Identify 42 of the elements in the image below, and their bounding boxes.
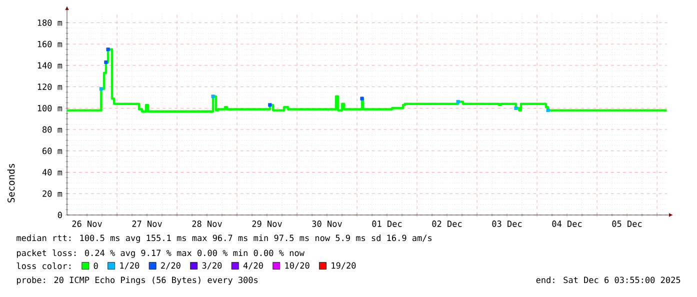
text: probe: 20 ICMP Echo Pings (56 Bytes) every 300s xyxy=(16,276,258,285)
legend-label: 19/20 xyxy=(332,262,356,270)
y-tick-label: 0 xyxy=(58,212,62,218)
legend-label: 4/20 xyxy=(243,262,263,270)
y-tick-label: 80 m xyxy=(42,126,62,133)
x-tick-label: 03 Dec xyxy=(492,220,522,227)
legend-label: 2/20 xyxy=(161,262,180,270)
point xyxy=(546,108,550,112)
x-tick-label: 29 Nov xyxy=(252,220,282,227)
y-axis-title: Seconds xyxy=(7,164,15,202)
x-tick-label: 02 Dec xyxy=(432,220,462,227)
text: packet loss: 0.24 % avg 9.17 % max 0.00 % min 0.00 % now xyxy=(16,250,304,258)
legend-label: 10/20 xyxy=(285,262,310,270)
text: end: Sat Dec 6 03:55:00 2025 xyxy=(536,276,680,284)
point xyxy=(268,103,272,107)
y-tick-label: 40 m xyxy=(42,169,62,176)
x-tick-label: 04 Dec xyxy=(552,220,582,227)
y-tick-label: 160 m xyxy=(38,40,62,48)
legend-label: 1/20 xyxy=(120,262,140,270)
legend-label: 0 xyxy=(94,262,98,270)
x-tick-label: 28 Nov xyxy=(192,220,222,227)
point xyxy=(211,94,215,98)
x-tick-label: 30 Nov xyxy=(312,220,342,227)
text: median rtt: 100.5 ms avg 155.1 ms max 96.7 ms min 97.5 ms now 5.9 ms sd 16.9 am/s xyxy=(16,234,432,243)
point xyxy=(360,96,364,100)
x-tick-label: 26 Nov xyxy=(72,220,102,227)
y-tick-label: 140 m xyxy=(38,62,62,69)
legend-label: 3/20 xyxy=(202,262,222,270)
point xyxy=(104,60,108,64)
point xyxy=(514,106,518,110)
legend-title: loss color: xyxy=(16,262,70,270)
y-tick-label: 120 m xyxy=(38,84,62,90)
x-tick-label: 01 Dec xyxy=(372,220,402,227)
point xyxy=(99,87,103,91)
y-tick-label: 20 m xyxy=(42,190,62,197)
point xyxy=(106,48,110,52)
y-tick-label: 100 m xyxy=(38,104,62,112)
point xyxy=(456,100,460,104)
x-tick-label: 27 Nov xyxy=(132,220,162,227)
x-tick-label: 05 Dec xyxy=(612,220,642,227)
y-tick-label: 180 m xyxy=(38,19,62,26)
y-tick-label: 60 m xyxy=(42,148,62,154)
